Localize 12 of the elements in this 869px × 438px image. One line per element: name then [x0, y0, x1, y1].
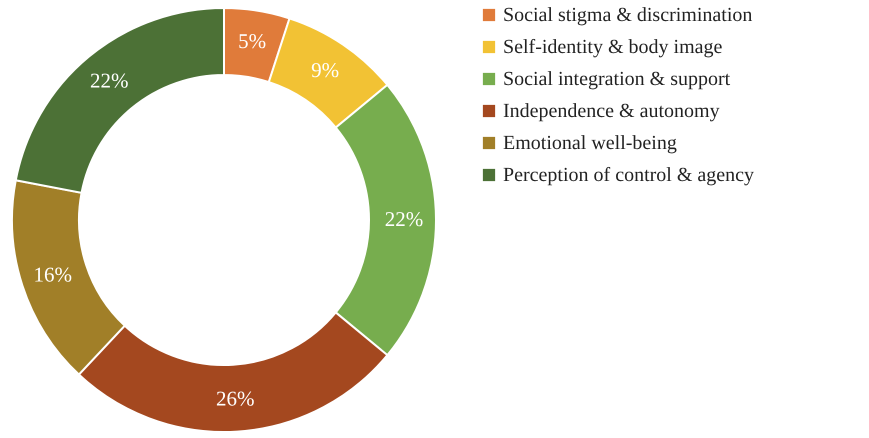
legend-label: Emotional well-being [503, 132, 677, 154]
legend-label: Perception of control & agency [503, 164, 754, 186]
data-label: 22% [384, 207, 424, 231]
data-label: 26% [216, 386, 255, 411]
data-label: 5% [238, 29, 266, 54]
data-label: 22% [90, 68, 129, 92]
legend-label: Self-identity & body image [503, 36, 723, 58]
legend-label: Social integration & support [503, 68, 731, 90]
legend-label: Independence & autonomy [503, 100, 720, 122]
legend-label: Social stigma & discrimination [503, 4, 752, 26]
data-label: 9% [311, 58, 340, 82]
data-label: 16% [34, 262, 72, 287]
